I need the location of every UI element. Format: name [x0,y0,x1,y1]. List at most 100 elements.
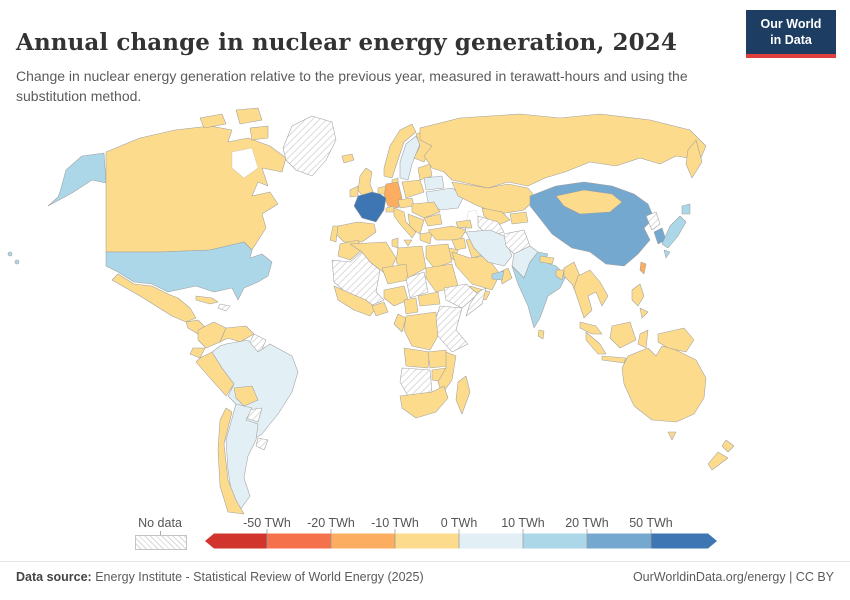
country-portugal[interactable] [329,225,339,243]
country-zambia[interactable] [427,349,449,369]
country-united-kingdom[interactable] [357,167,375,199]
country-russia[interactable] [419,113,707,189]
country-sicily[interactable] [403,239,413,247]
country-bangladesh[interactable] [555,269,565,281]
country-tunisia[interactable] [391,237,399,249]
legend-segment[interactable] [395,533,459,549]
country-nigeria[interactable] [383,285,409,307]
country-uzbekistan[interactable] [481,207,511,227]
country-uruguay[interactable] [255,437,269,451]
country-germany[interactable] [383,181,403,209]
country-mexico[interactable] [111,273,197,323]
country-sri-lanka[interactable] [537,329,545,340]
country-philippines[interactable] [639,307,649,319]
country-united-arab-emirates[interactable] [491,270,505,281]
country-china[interactable] [529,181,655,267]
country-philippines[interactable] [631,283,645,307]
country-indonesia-borneo[interactable] [609,321,637,349]
country-cameroon[interactable] [403,297,419,315]
country-switzerland[interactable] [385,205,395,213]
country-syria[interactable] [451,237,467,251]
country-spain[interactable] [335,221,377,243]
country-italy[interactable] [393,207,417,239]
country-north-korea[interactable] [645,211,661,231]
country-south-africa[interactable] [399,385,449,419]
country-poland[interactable] [401,179,425,199]
country-czechia-austria[interactable] [397,197,415,209]
legend-segment[interactable] [267,533,331,549]
country-pacific-islands[interactable] [14,259,20,265]
license-link[interactable]: CC BY [795,570,834,584]
country-japan[interactable] [661,215,687,249]
country-greece[interactable] [419,231,433,245]
country-baltic-states[interactable] [417,163,433,181]
country-georgia-azerbaijan[interactable] [455,219,473,229]
country-france[interactable] [353,191,387,223]
country-belarus[interactable] [423,175,445,191]
country-arctic-islands[interactable] [249,125,269,141]
country-somalia[interactable] [465,287,487,317]
country-australia[interactable] [621,345,707,423]
country-alaska[interactable] [47,152,107,207]
country-angola[interactable] [403,347,431,369]
country-madagascar[interactable] [455,375,471,415]
country-chad[interactable] [405,271,429,299]
country-arctic-islands[interactable] [199,113,227,129]
no-data-swatch[interactable] [135,535,187,550]
country-gabon-congo[interactable] [393,313,407,333]
country-bolivia[interactable] [233,385,259,407]
country-west-africa[interactable] [333,285,377,317]
country-chile[interactable] [217,407,245,515]
legend-segment[interactable] [205,533,267,549]
country-indonesia-sumatra[interactable] [585,331,607,355]
country-argentina[interactable] [225,403,259,511]
country-iran[interactable] [465,229,513,267]
legend-tick-label: -10 TWh [371,516,419,530]
legend-segment[interactable] [587,533,651,549]
country-kazakhstan[interactable] [451,181,537,215]
country-brazil[interactable] [211,339,299,441]
country-indonesia-java[interactable] [601,355,627,364]
country-united-states[interactable] [105,241,273,301]
country-iceland[interactable] [341,153,355,164]
legend-tick-label: 10 TWh [501,516,545,530]
country-new-zealand[interactable] [721,439,735,453]
country-malaysia[interactable] [579,321,603,335]
country-mongolia[interactable] [555,189,623,215]
country-japan[interactable] [663,249,671,259]
country-east-africa[interactable] [435,305,469,353]
country-new-guinea[interactable] [657,327,695,353]
country-norway[interactable] [383,123,417,179]
country-japan[interactable] [681,203,691,215]
legend-segment[interactable] [459,533,523,549]
country-canada[interactable] [105,125,287,253]
country-pacific-islands[interactable] [7,251,13,257]
country-taiwan[interactable] [639,261,647,275]
country-indonesia-sulawesi[interactable] [637,329,649,349]
country-russia-far-east[interactable] [685,139,703,179]
country-central-african-republic[interactable] [417,291,441,307]
legend-segment[interactable] [523,533,587,549]
owid-url-link[interactable]: OurWorldinData.org/energy [632,570,786,584]
country-namibia-botswana[interactable] [399,367,433,397]
country-greenland[interactable] [282,115,337,177]
country-hungary-romania[interactable] [411,201,441,219]
country-cuba[interactable] [195,295,219,305]
legend-segment[interactable] [651,533,717,549]
country-kyrgyzstan-tajikistan[interactable] [509,211,529,225]
country-ireland[interactable] [349,185,359,198]
country-hispaniola[interactable] [217,303,231,312]
country-ethiopia[interactable] [443,283,479,309]
country-dr-congo[interactable] [403,311,439,351]
country-bulgaria[interactable] [423,213,443,227]
country-ghana-benin[interactable] [371,301,389,317]
country-nepal[interactable] [539,255,555,265]
legend-segment[interactable] [331,533,395,549]
country-turkey[interactable] [427,225,467,241]
country-thailand-indochina[interactable] [573,269,609,319]
owid-logo[interactable]: Our World in Data [746,10,836,59]
country-new-zealand[interactable] [707,451,729,471]
country-egypt[interactable] [425,243,453,269]
country-arctic-islands[interactable] [235,107,263,125]
country-tasmania[interactable] [667,431,677,441]
